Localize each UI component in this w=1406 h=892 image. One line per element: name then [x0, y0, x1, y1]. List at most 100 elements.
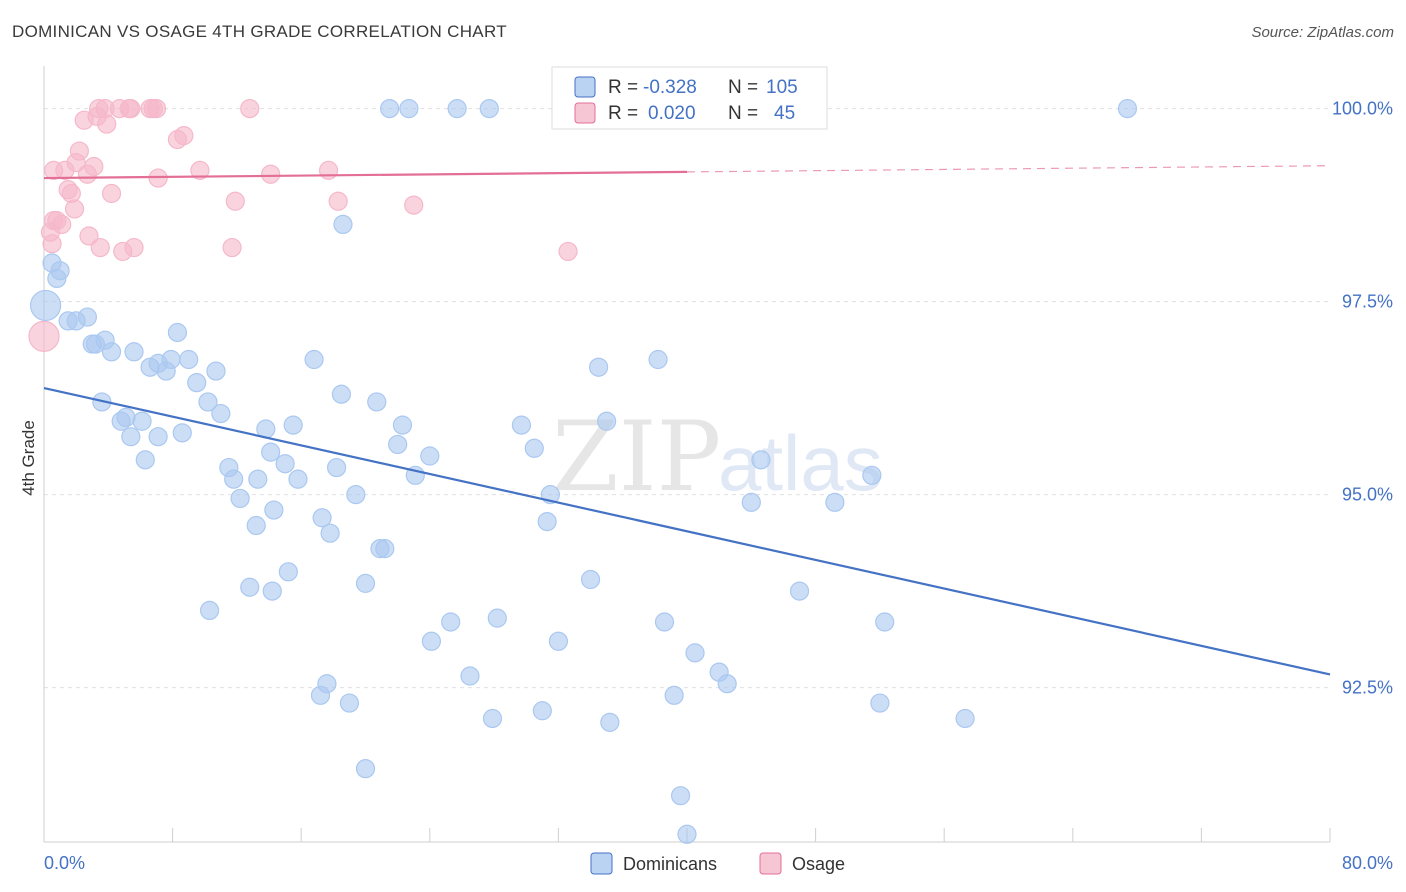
dominicans-point-90: [862, 465, 882, 485]
osage-point-38: [261, 164, 281, 184]
dominicans-point-99: [1117, 98, 1138, 119]
dominicans-point-65: [460, 666, 480, 686]
dominicans-point-10: [101, 342, 122, 362]
y-tick-label-3: 100.0%: [1332, 99, 1393, 119]
dominicans-point-74: [580, 569, 601, 590]
dominicans-point-80: [664, 685, 684, 705]
y-tick-labels: 92.5% 95.0% 97.5% 100.0%: [1332, 99, 1393, 698]
dominicans-point-83: [685, 643, 705, 663]
dominicans-point-38: [283, 415, 303, 435]
osage-point-41: [404, 195, 424, 215]
dominicans-point-37: [275, 454, 295, 474]
dominicans-n-label: N =: [728, 77, 758, 98]
osage-point-36: [225, 191, 245, 211]
dominicans-point-35: [261, 442, 281, 462]
dominicans-point-60: [317, 674, 337, 694]
dominicans-point-18: [187, 373, 207, 393]
dominicans-point-29: [211, 403, 231, 424]
dominicans-trend-line: [43, 386, 1331, 676]
dominicans-point-68: [511, 415, 532, 435]
osage-point-39: [318, 160, 339, 180]
dominicans-point-51: [392, 415, 413, 435]
dominicans-point-64: [441, 612, 461, 632]
dominicans-point-75: [588, 357, 609, 377]
dominicans-point-15: [161, 349, 181, 370]
dominicans-point-39: [288, 469, 308, 489]
trend-lines: [43, 165, 1331, 676]
dominicans-point-69: [524, 438, 544, 458]
osage-point-34: [190, 160, 210, 180]
legend-osage-swatch: [759, 852, 782, 875]
dominicans-point-70: [532, 701, 552, 721]
osage-n-label: N =: [728, 103, 758, 124]
dominicans-point-89: [825, 492, 845, 512]
dominicans-point-3: [50, 261, 70, 281]
dominicans-r-value: -0.328: [643, 77, 697, 98]
dominicans-point-77: [600, 712, 620, 732]
dominicans-point-85: [717, 674, 737, 694]
dominicans-point-43: [326, 457, 347, 478]
dominicans-point-44: [331, 384, 351, 404]
osage-point-10: [64, 199, 85, 219]
dominicans-point-11: [124, 342, 144, 362]
dominicans-point-81: [670, 786, 691, 806]
dominicans-point-95: [399, 98, 419, 119]
dominicans-point-76: [597, 411, 617, 431]
dominicans-point-36: [264, 500, 284, 520]
osage-r-value: 0.020: [648, 103, 696, 124]
dominicans-point-66: [482, 708, 503, 729]
dominicans-point-78: [648, 349, 668, 370]
dominicans-point-42: [320, 523, 340, 543]
dominicans-point-26: [148, 427, 168, 447]
dominicans-point-94: [380, 98, 400, 119]
y-tick-label-1: 95.0%: [1342, 485, 1393, 505]
legend-dominicans-swatch: [590, 852, 613, 875]
dominicans-point-86: [741, 492, 761, 512]
osage-trend-line: [43, 170, 688, 180]
osage-point-2: [42, 234, 62, 254]
dominicans-point-40: [304, 349, 324, 370]
osage-point-22: [101, 183, 122, 204]
dominicans-point-67: [487, 608, 507, 628]
dominicans-point-63: [421, 631, 442, 651]
dominicans-point-27: [172, 423, 192, 443]
dominicans-point-61: [339, 693, 360, 713]
dominicans-point-88: [789, 581, 810, 601]
y-axis-label: 4th Grade: [19, 420, 38, 496]
dominicans-point-16: [167, 322, 188, 343]
osage-trend-extension: [686, 165, 1331, 173]
chart-title: DOMINICAN VS OSAGE 4TH GRADE CORRELATION…: [12, 22, 507, 41]
dominicans-point-79: [654, 612, 675, 632]
dominicans-point-87: [751, 450, 771, 470]
x-tick-label-0: 0.0%: [44, 853, 85, 873]
dominicans-point-17: [179, 349, 199, 370]
dominicans-point-98: [333, 214, 353, 234]
dominicans-point-62: [355, 759, 376, 779]
stats-legend-box: [551, 66, 828, 130]
dominicans-point-0: [30, 289, 62, 322]
dominicans-point-47: [367, 392, 387, 412]
dominicans-point-28: [198, 392, 218, 412]
dominicans-point-97: [479, 98, 499, 119]
dominicans-point-71: [537, 512, 557, 532]
dominicans-point-92: [875, 612, 895, 632]
dominicans-n-value: 105: [766, 77, 798, 98]
dominicans-point-46: [355, 573, 376, 593]
x-tick-labels: 0.0% 80.0%: [44, 853, 1393, 873]
y-tick-label-2: 97.5%: [1342, 292, 1393, 312]
osage-point-21: [97, 114, 117, 134]
dominicans-point-24: [132, 411, 152, 431]
y-tick-label-0: 92.5%: [1342, 678, 1393, 698]
watermark-atlas: atlas: [718, 419, 883, 507]
dominicans-point-58: [278, 562, 298, 582]
dominicans-point-32: [230, 488, 250, 509]
dominicans-point-50: [388, 434, 408, 455]
osage-point-19: [90, 237, 110, 258]
series-legend: Dominicans Osage: [590, 852, 845, 875]
dominicans-point-91: [870, 693, 890, 713]
osage-swatch: [574, 102, 596, 124]
dominicans-point-55: [240, 577, 260, 597]
osage-point-9: [61, 183, 81, 204]
osage-point-0: [28, 320, 60, 352]
